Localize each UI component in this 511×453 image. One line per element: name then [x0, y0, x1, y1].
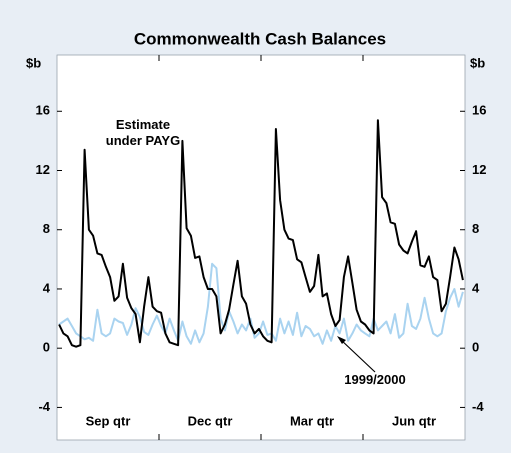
- y2-tick-label: -4: [472, 399, 484, 414]
- y2-tick-label: 16: [472, 103, 486, 118]
- series-annotation: Estimate under PAYG: [105, 117, 181, 148]
- plot-area: [56, 54, 466, 441]
- y2-tick-label: 12: [472, 162, 486, 177]
- series-line: [58, 262, 464, 345]
- y2-tick-label: 0: [472, 340, 479, 355]
- y-tick-label: -4: [38, 399, 50, 414]
- chart-title: Commonwealth Cash Balances: [134, 29, 386, 48]
- series-annotation: 1999/2000: [344, 372, 406, 387]
- y-tick-label: 12: [36, 162, 50, 177]
- y-tick-label: 4: [43, 280, 51, 295]
- x-tick-label: Sep qtr: [86, 413, 131, 428]
- y-axis-label: $b: [26, 55, 41, 70]
- y-tick-label: 16: [36, 103, 50, 118]
- y2-tick-label: 4: [472, 280, 480, 295]
- y-tick-label: 8: [43, 221, 50, 236]
- x-tick-label: Jun qtr: [392, 413, 436, 428]
- series-line: [58, 119, 464, 348]
- y-tick-label: 0: [43, 340, 50, 355]
- y2-tick-label: 8: [472, 221, 479, 236]
- arrow-head: [337, 336, 346, 344]
- x-tick-label: Dec qtr: [188, 413, 233, 428]
- y2-axis-label: $b: [470, 55, 485, 70]
- x-tick-label: Mar qtr: [290, 413, 334, 428]
- annotation-arrow: [339, 338, 376, 373]
